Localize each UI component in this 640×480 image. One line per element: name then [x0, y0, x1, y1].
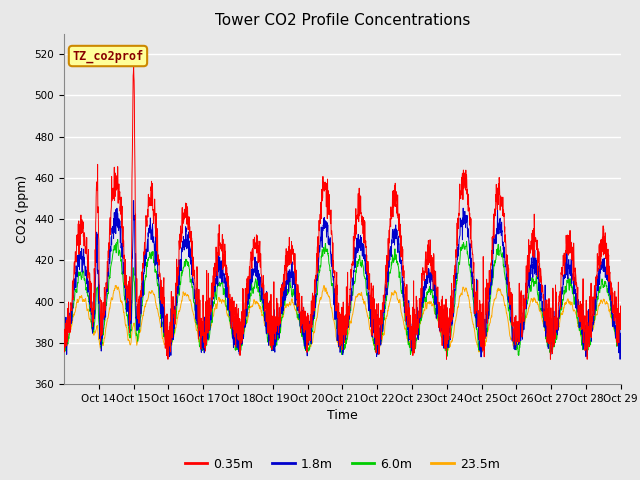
Title: Tower CO2 Profile Concentrations: Tower CO2 Profile Concentrations: [214, 13, 470, 28]
Text: TZ_co2prof: TZ_co2prof: [72, 49, 143, 63]
Y-axis label: CO2 (ppm): CO2 (ppm): [16, 175, 29, 243]
X-axis label: Time: Time: [327, 409, 358, 422]
Legend: 0.35m, 1.8m, 6.0m, 23.5m: 0.35m, 1.8m, 6.0m, 23.5m: [180, 453, 505, 476]
